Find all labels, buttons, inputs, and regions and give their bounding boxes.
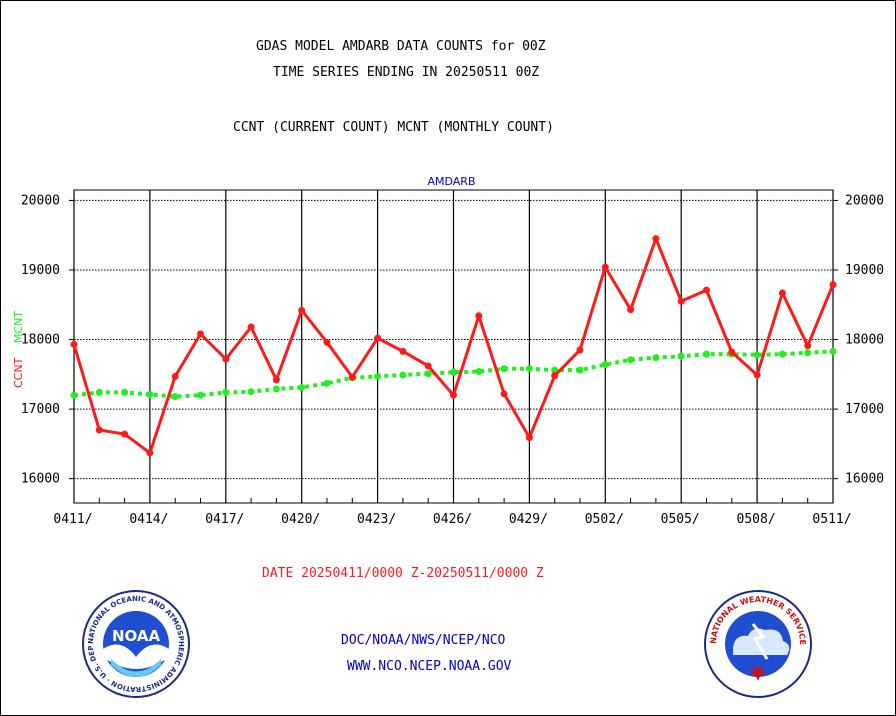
mcnt-point <box>197 391 204 399</box>
x-tick-label: 0508/ <box>737 512 776 527</box>
mcnt-point <box>525 365 533 373</box>
x-tick-label: 0429/ <box>509 512 548 527</box>
mcnt-point <box>703 350 710 358</box>
ccnt-point <box>804 342 812 350</box>
mcnt-point <box>804 349 812 357</box>
ccnt-point <box>703 286 710 294</box>
mcnt-point <box>601 361 609 369</box>
mcnt-point <box>247 388 255 396</box>
ccnt-point <box>424 362 432 370</box>
ccnt-point <box>298 306 306 314</box>
mcnt-point <box>475 368 483 376</box>
ccnt-point <box>525 434 533 442</box>
ccnt-point <box>348 373 356 381</box>
ccnt-point <box>146 449 154 457</box>
y-tick-label-right: 16000 <box>845 472 884 487</box>
y-tick-label-right: 18000 <box>845 333 884 348</box>
x-tick-label: 0417/ <box>205 512 244 527</box>
mcnt-point <box>778 350 786 358</box>
mcnt-point <box>399 371 407 379</box>
mcnt-point <box>171 393 179 401</box>
y-tick-label-left: 18000 <box>21 333 60 348</box>
ccnt-point <box>601 263 609 271</box>
ccnt-point <box>70 340 78 348</box>
ccnt-point <box>475 312 483 320</box>
y-tick-label-right: 20000 <box>845 193 884 208</box>
mcnt-point <box>753 351 761 359</box>
ccnt-point <box>778 289 786 297</box>
x-tick-label: 0411/ <box>53 512 92 527</box>
ccnt-point <box>652 235 660 243</box>
mcnt-point <box>576 366 584 374</box>
ccnt-point <box>500 390 508 398</box>
mcnt-point <box>272 385 280 393</box>
x-tick-label: 0511/ <box>812 512 851 527</box>
ccnt-point <box>753 371 761 379</box>
y-tick-label-left: 16000 <box>21 472 60 487</box>
mcnt-point <box>323 379 331 387</box>
mcnt-point <box>95 388 103 396</box>
y-tick-label-left: 20000 <box>21 193 60 208</box>
ccnt-point <box>222 355 230 363</box>
ccnt-point <box>323 338 331 346</box>
mcnt-point <box>70 391 78 399</box>
mcnt-point <box>829 347 837 355</box>
noaa-center-text: NOAA <box>112 627 161 645</box>
x-tick-label: 0420/ <box>281 512 320 527</box>
ccnt-point <box>95 426 103 434</box>
mcnt-point <box>121 388 129 396</box>
x-tick-label: 0423/ <box>357 512 396 527</box>
nws-logo: NATIONAL WEATHER SERVICE <box>704 590 812 698</box>
ccnt-point <box>576 346 584 354</box>
ccnt-point <box>728 348 736 356</box>
mcnt-point <box>677 352 685 360</box>
y-tick-label-left: 17000 <box>21 402 60 417</box>
mcnt-point <box>450 368 457 376</box>
ccnt-point <box>829 281 837 289</box>
ccnt-point <box>551 372 559 380</box>
website-label: WWW.NCO.NCEP.NOAA.GOV <box>347 659 512 674</box>
ccnt-point <box>171 372 179 380</box>
ccnt-point <box>677 297 685 305</box>
mcnt-point <box>298 384 306 392</box>
y-tick-label-right: 17000 <box>845 402 884 417</box>
ccnt-point <box>374 334 382 342</box>
x-tick-label: 0426/ <box>433 512 472 527</box>
mcnt-point <box>627 356 635 364</box>
mcnt-point <box>222 388 230 396</box>
mcnt-point <box>652 354 660 362</box>
y-axis-label-ccnt: CCNT <box>12 357 25 388</box>
noaa-logo: NATIONAL OCEANIC AND ATMOSPHERIC ADMINIS… <box>81 589 190 698</box>
ccnt-point <box>247 323 255 331</box>
org-label: DOC/NOAA/NWS/NCEP/NCO <box>341 633 506 648</box>
y-axis-label-mcnt: MCNT <box>12 311 25 343</box>
x-tick-label: 0502/ <box>585 512 624 527</box>
date-range-label: DATE 20250411/0000 Z-20250511/0000 Z <box>262 566 544 581</box>
x-tick-label: 0414/ <box>129 512 168 527</box>
x-tick-label: 0505/ <box>661 512 700 527</box>
ccnt-point <box>627 306 635 314</box>
header-line-3: CCNT (CURRENT COUNT) MCNT (MONTHLY COUNT… <box>233 120 554 135</box>
ccnt-point <box>197 330 204 338</box>
ccnt-point <box>121 430 129 438</box>
mcnt-point <box>374 372 382 380</box>
ccnt-point <box>399 347 407 355</box>
y-tick-label-left: 19000 <box>21 263 60 278</box>
mcnt-point <box>424 370 432 378</box>
mcnt-point <box>500 365 508 373</box>
mcnt-point <box>146 390 154 398</box>
header-line-2: TIME SERIES ENDING IN 20250511 00Z <box>273 65 540 80</box>
series-title: AMDARB <box>427 175 475 188</box>
ccnt-point <box>272 376 280 384</box>
y-tick-label-right: 19000 <box>845 263 884 278</box>
ccnt-point <box>450 391 457 399</box>
header-line-1: GDAS MODEL AMDARB DATA COUNTS for 00Z <box>256 39 546 54</box>
